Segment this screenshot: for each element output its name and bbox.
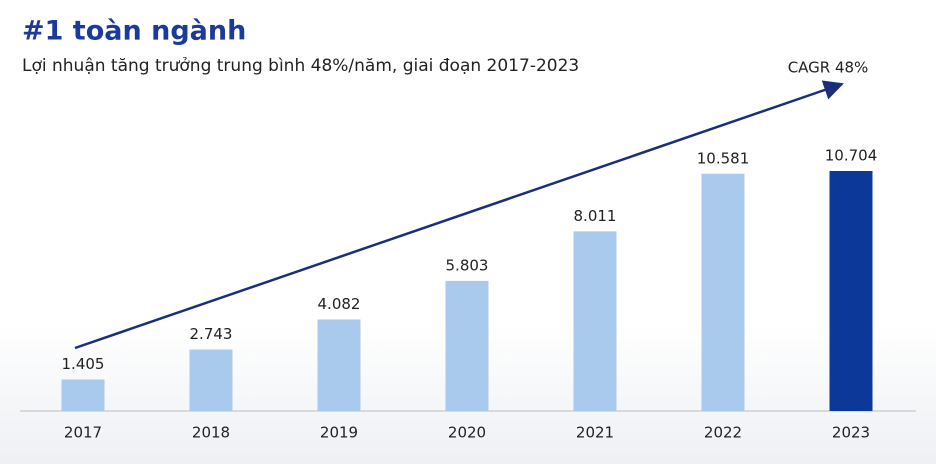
bar xyxy=(573,231,617,411)
chart-subtitle: Lợi nhuận tăng trưởng trung bình 48%/năm… xyxy=(22,56,579,76)
bar xyxy=(61,379,105,411)
bar xyxy=(317,319,361,411)
value-label: 1.405 xyxy=(62,355,105,373)
annotation: CAGR 48% xyxy=(788,59,869,77)
trend-arrow xyxy=(74,80,844,350)
value-label: 2.743 xyxy=(190,325,233,343)
chart-title: #1 toàn ngành xyxy=(22,16,246,47)
value-label: 10.581 xyxy=(697,149,750,167)
x-tick-label: 2017 xyxy=(64,424,102,442)
bar xyxy=(829,171,873,411)
bar xyxy=(701,173,745,411)
value-label: 5.803 xyxy=(446,256,489,274)
x-tick-label: 2021 xyxy=(576,424,614,442)
value-label: 8.011 xyxy=(574,207,617,225)
value-label: 10.704 xyxy=(825,147,878,165)
value-label: 4.082 xyxy=(318,295,361,313)
x-tick-label: 2018 xyxy=(192,424,230,442)
x-tick-label: 2019 xyxy=(320,424,358,442)
x-tick-label: 2023 xyxy=(832,424,870,442)
x-tick-label: 2022 xyxy=(704,424,742,442)
x-tick-label: 2020 xyxy=(448,424,486,442)
bar xyxy=(445,280,489,411)
bar xyxy=(189,349,233,411)
